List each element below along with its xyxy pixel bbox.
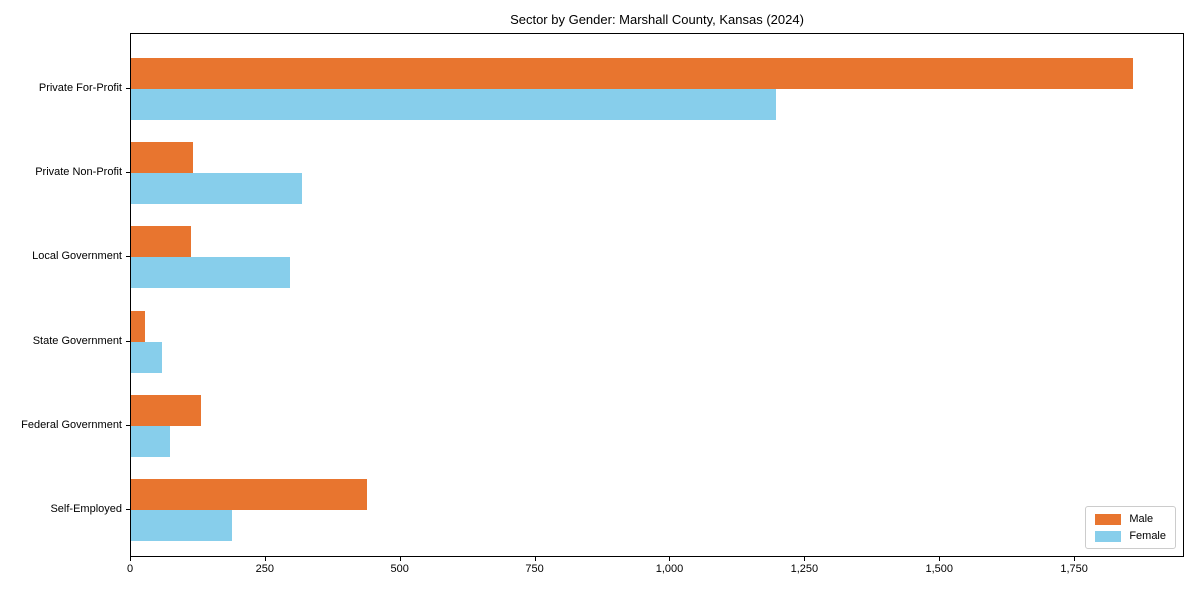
x-tick-label: 1,250 [790,563,819,575]
female-bar [131,341,162,373]
x-axis-tick [399,557,401,561]
legend: Male Female [1085,506,1176,549]
y-axis-tick [126,424,130,426]
y-axis-tick [126,340,130,342]
male-swatch [1095,513,1122,525]
female-bar [131,257,290,289]
y-axis-tick [126,172,130,174]
y-axis-tick [126,88,130,89]
female-bar [131,173,303,205]
x-axis-tick [804,557,806,561]
legend-item-male: Male [1095,513,1166,525]
y-category-label: State Government [32,334,122,347]
female-swatch [1095,530,1122,542]
y-category-label: Private Non-Profit [35,166,122,179]
male-bar [131,58,1133,89]
male-bar [131,142,194,174]
x-axis-tick [939,557,941,561]
x-tick-label: 1,750 [1060,563,1088,575]
x-axis-tick [1074,557,1076,561]
female-bar [131,89,777,120]
y-category-label: Local Government [32,250,122,263]
legend-label-male: Male [1129,513,1154,525]
chart-title: Sector by Gender: Marshall County, Kansa… [510,12,804,27]
x-axis-tick [264,557,266,561]
x-tick-label: 0 [126,563,134,575]
male-bar [131,310,146,342]
y-axis-tick [126,509,130,510]
x-tick-label: 250 [255,563,275,575]
x-tick-label: 1,000 [655,563,684,575]
male-bar [131,226,192,258]
y-category-label: Federal Government [21,418,122,431]
plot-area: Male Female [130,33,1184,557]
x-tick-label: 1,500 [925,563,953,575]
legend-label-female: Female [1129,530,1166,542]
y-axis-tick [126,256,130,258]
x-tick-label: 750 [525,563,544,575]
male-bar [131,479,368,510]
x-axis-tick [669,557,671,561]
female-bar [131,425,170,457]
y-category-label: Self-Employed [50,503,122,515]
x-tick-label: 500 [390,563,409,575]
x-axis-tick [534,557,536,561]
legend-item-female: Female [1095,530,1166,542]
female-bar [131,510,233,541]
y-category-label: Private For-Profit [38,82,122,94]
x-axis-tick [130,557,131,561]
male-bar [131,394,201,426]
